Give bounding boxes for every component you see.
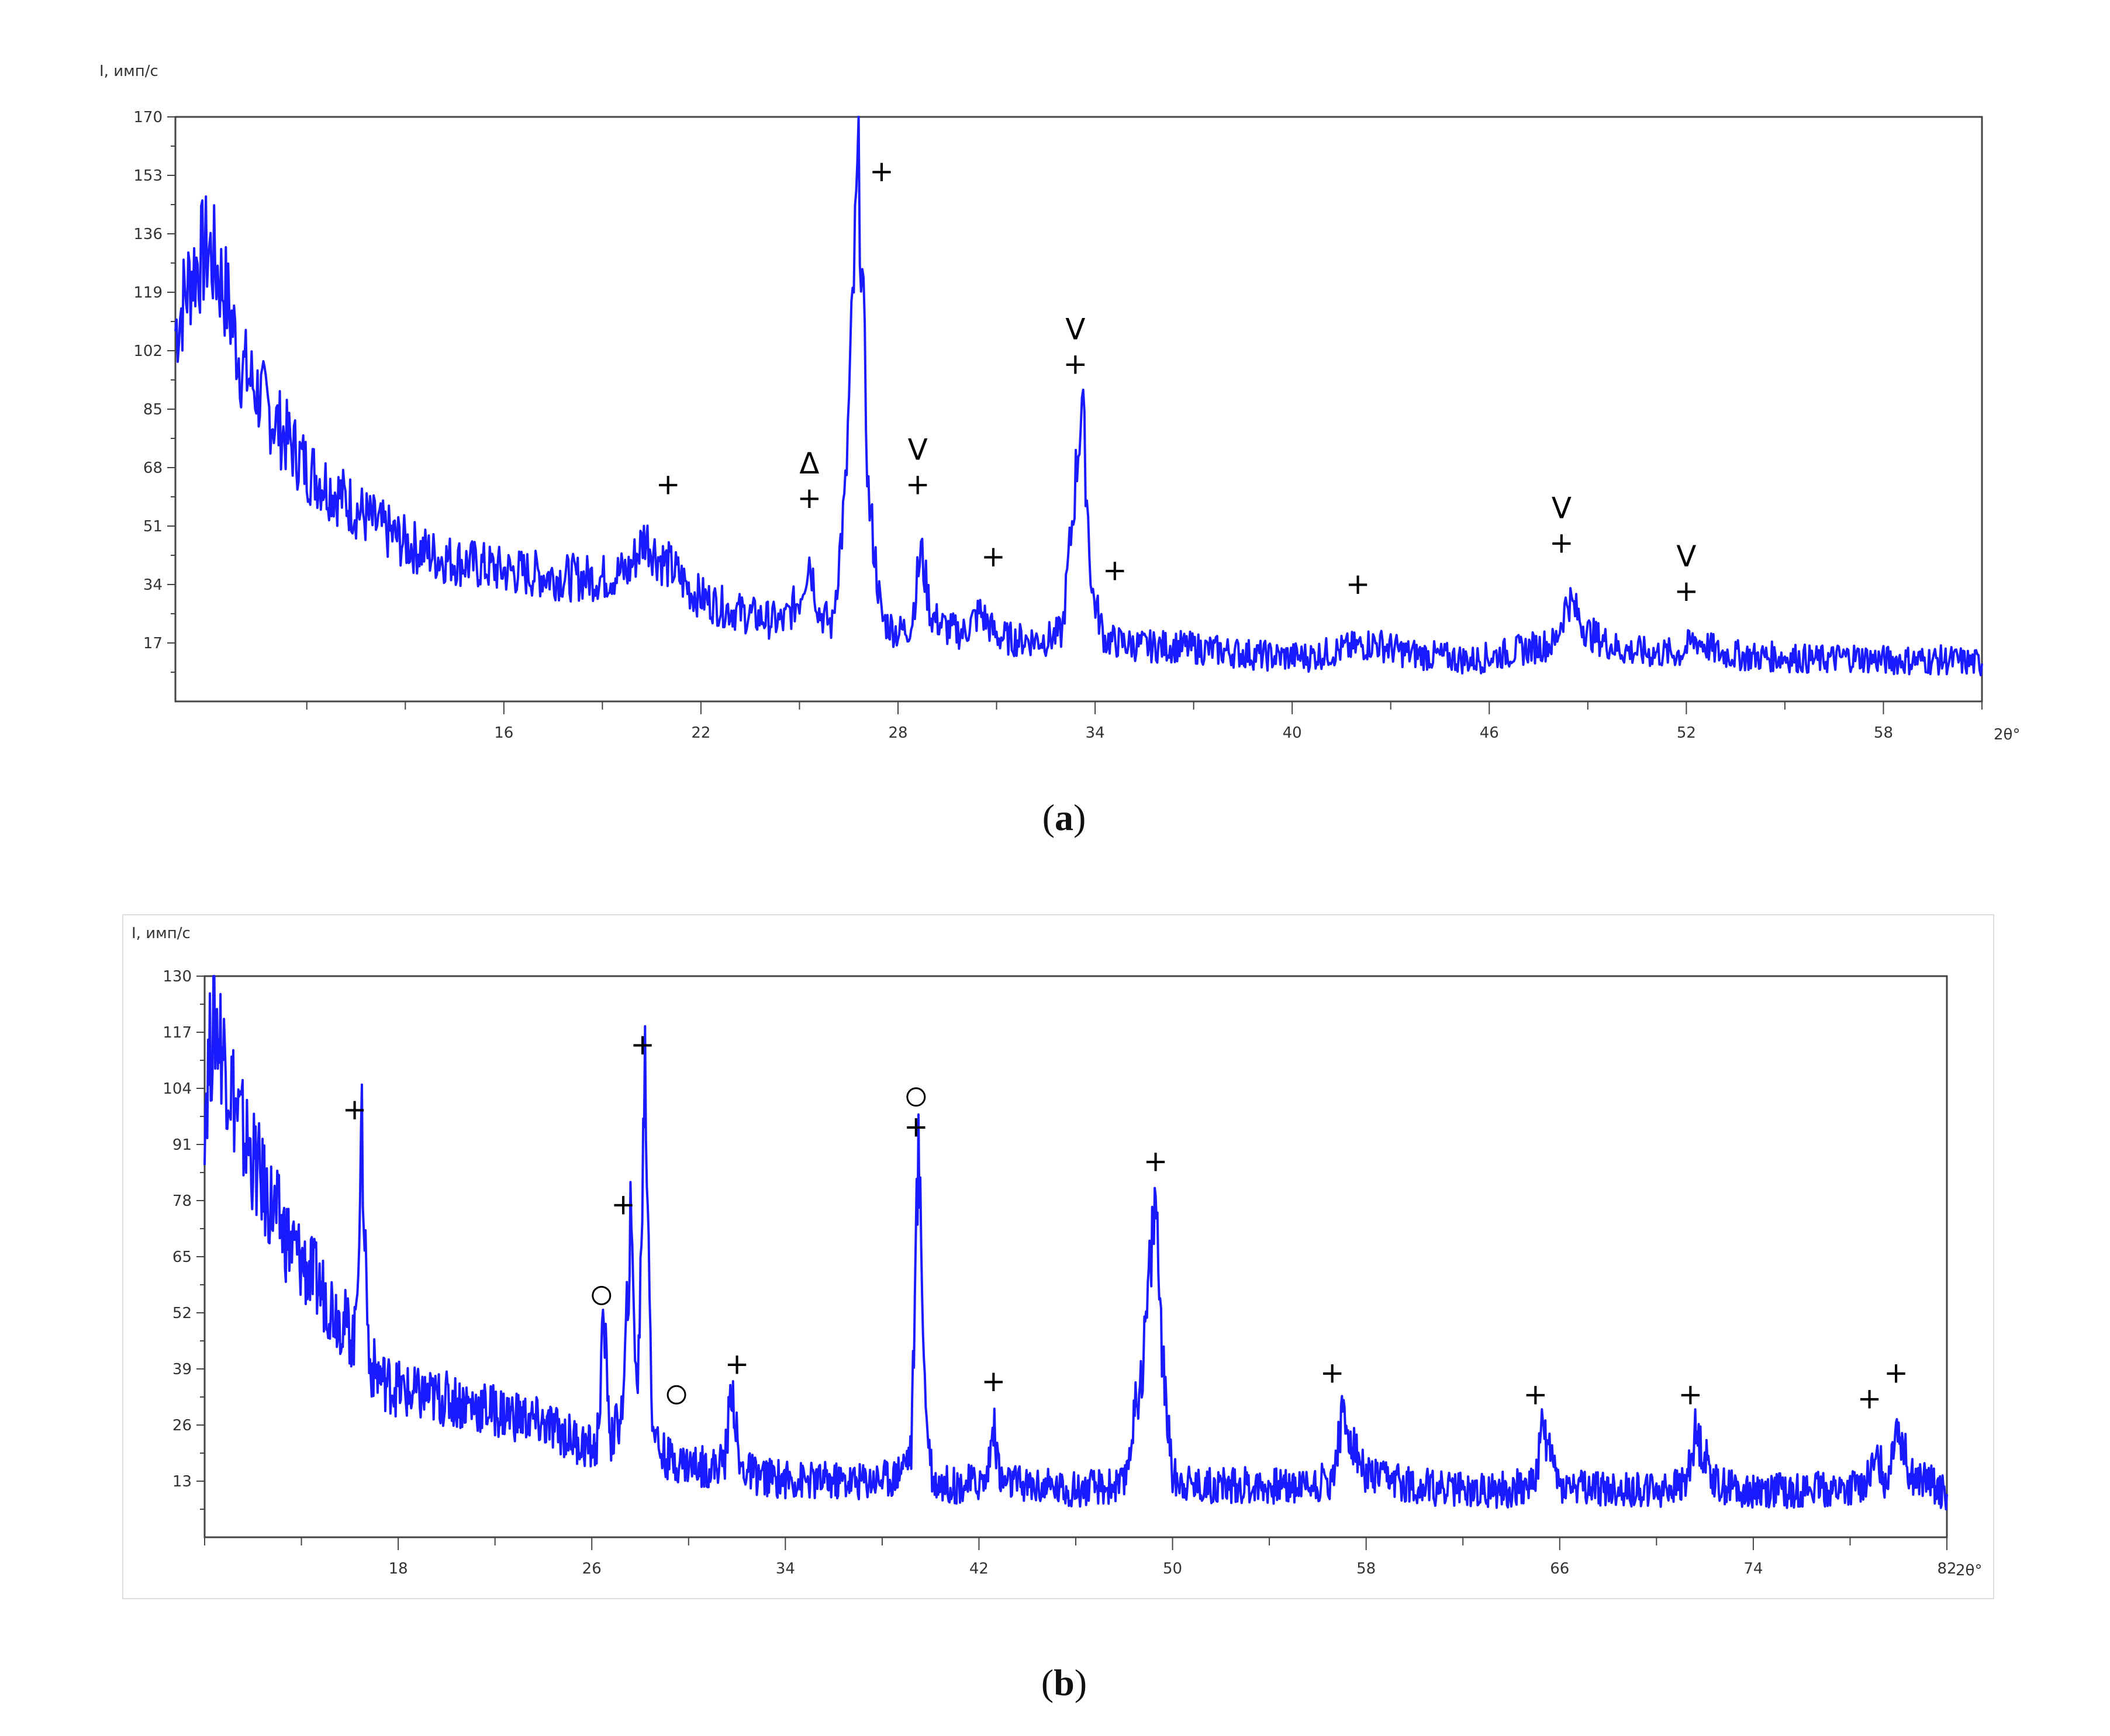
panel-b-x-tick-label: 74 <box>1743 1560 1763 1578</box>
annotation-marker: + <box>656 467 681 501</box>
panel-b-x-tick-label: 42 <box>969 1560 989 1578</box>
panel-a-x-tick-label: 28 <box>888 724 907 742</box>
annotation-marker: + <box>1549 525 1574 559</box>
panel-a-y-axis-label: I, имп/с <box>99 63 158 80</box>
annotation-marker: + <box>725 1347 750 1381</box>
panel-a-y-tick-label: 102 <box>133 343 163 360</box>
panel-b-plot-frame <box>203 975 1948 1538</box>
panel-a-x-tick-label: 40 <box>1283 724 1302 742</box>
panel-a-x-axis-label: 2θ° <box>1994 726 2020 743</box>
annotation-circle-marker <box>592 1285 612 1305</box>
annotation-marker: + <box>904 1109 928 1143</box>
panel-b-y-axis-label: I, имп/с <box>132 925 191 942</box>
annotation-marker: V <box>1676 540 1696 573</box>
panel-b-y-tick-label: 26 <box>172 1417 192 1434</box>
panel-a-chart: 17 34 51 68 85 102 119 136 153 170 16 22 28 34 40 46 52 5… <box>99 63 2020 838</box>
panel-b-x-tick-label: 34 <box>776 1560 795 1578</box>
annotation-marker: + <box>1678 1377 1702 1411</box>
panel-b-y-tick-label: 52 <box>172 1305 192 1322</box>
annotation-marker: + <box>1320 1355 1345 1389</box>
panel-b-x-tick-label: 18 <box>389 1560 408 1578</box>
panel-a-y-tick-label: 85 <box>143 401 163 419</box>
panel-b-x-tick-label: 58 <box>1356 1560 1376 1578</box>
panel-a-y-tick-label: 68 <box>143 459 163 477</box>
annotation-circle-marker <box>906 1087 926 1107</box>
annotation-marker: + <box>981 540 1006 573</box>
annotation-marker: + <box>343 1092 367 1126</box>
panel-b-y-tick-label: 13 <box>172 1473 192 1491</box>
panel-a-x-tick-label: 58 <box>1874 724 1893 742</box>
panel-a-x-tick-label: 16 <box>494 724 513 742</box>
panel-a-x-tick-label: 46 <box>1480 724 1499 742</box>
panel-b-caption: (b) <box>1041 1662 1087 1703</box>
panel-b-x-axis-label: 2θ° <box>1956 1562 1982 1579</box>
panel-a-plot-frame <box>174 116 1983 703</box>
panel-b-data-line <box>203 975 1948 1511</box>
panel-a-y-tick-label: 34 <box>143 576 163 594</box>
panel-b-y-tick-label: 104 <box>163 1080 192 1098</box>
panel-a-x-tick-label: 52 <box>1677 724 1696 742</box>
panel-a-y-tick-label: 51 <box>143 518 163 535</box>
annotation-marker: + <box>611 1187 636 1221</box>
annotation-marker: + <box>1523 1377 1548 1411</box>
annotation-marker: + <box>1144 1144 1168 1178</box>
annotation-marker: + <box>1063 347 1087 381</box>
panel-b-y-tick-label: 39 <box>172 1361 192 1378</box>
panel-a-y-tick-label: 153 <box>133 167 163 185</box>
annotation-circle-marker <box>667 1385 686 1405</box>
annotation-marker: + <box>1674 574 1698 608</box>
panel-b-y-tick-label: 65 <box>172 1249 192 1266</box>
annotation-marker: + <box>1346 567 1370 601</box>
panel-a-caption: (a) <box>1042 797 1086 838</box>
panel-b-x-tick-label: 26 <box>582 1560 602 1578</box>
panel-a-y-tick-label: 119 <box>133 284 163 302</box>
annotation-marker: V <box>1065 313 1085 347</box>
panel-b-chart: 13 26 39 52 65 78 91 104 117 130 18 26 34 42 50 58 66 74 8… <box>122 914 1994 1703</box>
annotation-marker: Δ <box>799 447 819 480</box>
annotation-marker: + <box>1103 553 1127 587</box>
panel-b-outer-frame <box>122 914 1994 1599</box>
annotation-marker: + <box>630 1028 655 1061</box>
annotation-marker: + <box>869 154 894 188</box>
panel-a-data-line <box>174 116 1983 677</box>
panel-a-y-tick-label: 170 <box>133 109 163 126</box>
panel-a-y-tick-label: 17 <box>143 635 163 652</box>
annotation-marker: + <box>906 467 930 501</box>
panel-b-y-tick-label: 117 <box>163 1024 192 1042</box>
panel-a-x-tick-label: 34 <box>1086 724 1105 742</box>
panel-a-y-tick-label: 136 <box>133 226 163 243</box>
panel-b-x-tick-label: 66 <box>1550 1560 1569 1578</box>
panel-b-y-tick-label: 130 <box>163 968 192 985</box>
annotation-marker: + <box>1857 1382 1882 1416</box>
panel-b-x-tick-label: 82 <box>1937 1560 1956 1578</box>
annotation-marker: + <box>797 481 821 515</box>
annotation-marker: + <box>981 1364 1006 1398</box>
panel-b-y-tick-label: 78 <box>172 1192 192 1210</box>
annotation-marker: V <box>908 433 928 467</box>
panel-b-x-tick-label: 50 <box>1163 1560 1182 1578</box>
panel-b-y-tick-label: 91 <box>172 1136 192 1154</box>
annotation-marker: V <box>1552 492 1572 525</box>
annotation-marker: + <box>1884 1355 1908 1389</box>
panel-a-x-tick-label: 22 <box>691 724 710 742</box>
